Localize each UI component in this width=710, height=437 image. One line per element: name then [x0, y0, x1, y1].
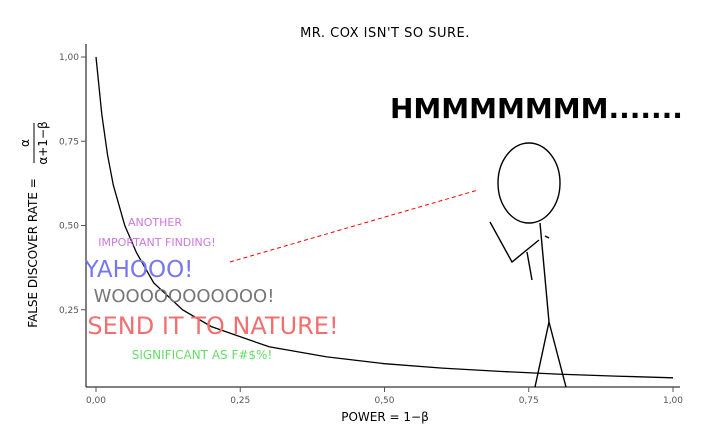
x-tick-label: 0,25 [230, 396, 250, 406]
annotation-text: YAHOOO! [84, 257, 194, 283]
stick-figure [489, 142, 567, 388]
x-tick-label: 1,00 [663, 396, 683, 406]
stick-figure-right-leg [548, 321, 567, 388]
y-axis-label-group: FALSE DISCOVER RATE = α α+1−β [18, 121, 50, 327]
y-tick-label: 0,50 [59, 222, 79, 232]
annotation-text: WOOOOOOOOOOO! [94, 286, 275, 307]
y-axis-label-denominator: α+1−β [36, 121, 50, 164]
dashed-pointer-line [229, 189, 479, 263]
x-tick-label: 0,75 [519, 396, 539, 406]
annotation-text: SIGNIFICANT AS F#$%! [132, 348, 273, 362]
speech-text: HMMMMMMM....... [390, 92, 683, 125]
stick-figure-body [539, 222, 550, 323]
annotation-text: ANOTHER [128, 216, 182, 229]
series-line [95, 56, 674, 379]
x-axis-label: POWER = 1−β [341, 410, 429, 424]
annotations-group: ANOTHER IMPORTANT FINDING! YAHOOO! WOOOOOOO… [84, 216, 339, 362]
stick-figure-chin-hand [526, 251, 533, 281]
stick-figure-head [497, 142, 561, 224]
annotation-text: IMPORTANT FINDING! [98, 236, 215, 249]
x-ticks: 0,00 0,25 0,50 0,75 1,00 [86, 387, 683, 406]
y-ticks: 0,25 0,50 0,75 1,00 [59, 53, 86, 316]
y-tick-label: 1,00 [59, 53, 79, 63]
stick-figure-left-arm [489, 221, 540, 264]
x-tick-label: 0,50 [374, 396, 394, 406]
series-group [95, 56, 674, 379]
stick-figure-left-leg [534, 321, 550, 388]
y-axis-label-numerator: α [18, 139, 32, 147]
chart-title: MR. COX ISN'T SO SURE. [300, 26, 470, 41]
annotation-text: SEND IT TO NATURE! [87, 312, 338, 340]
y-axis-label: FALSE DISCOVER RATE = [26, 178, 40, 328]
y-tick-label: 0,25 [59, 306, 79, 316]
stick-figure-right-arm [544, 235, 550, 239]
x-tick-label: 0,00 [86, 396, 106, 406]
axes [85, 44, 680, 388]
y-tick-label: 0,75 [59, 137, 79, 147]
